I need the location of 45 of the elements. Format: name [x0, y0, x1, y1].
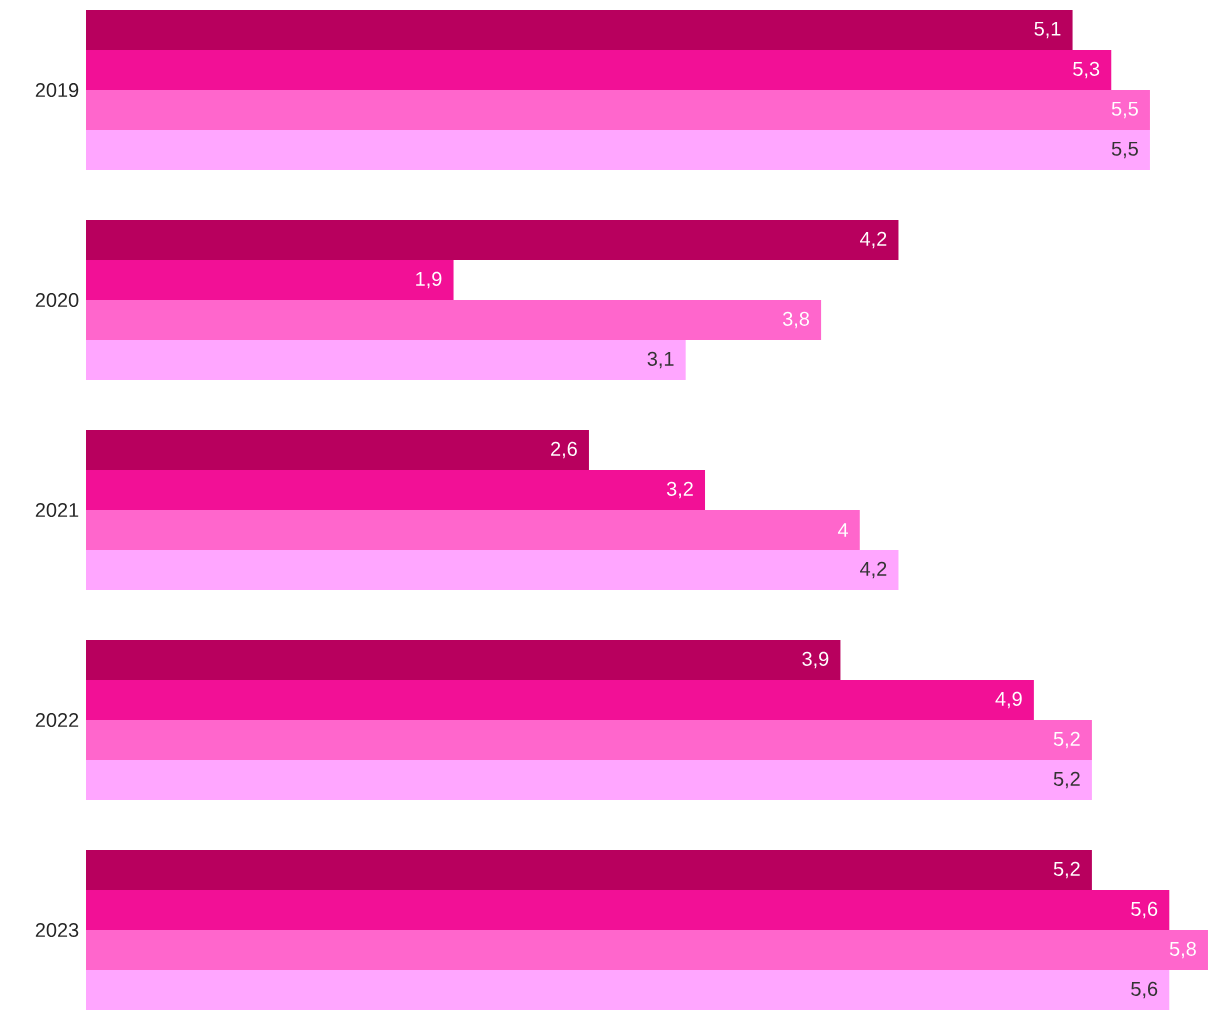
- y-tick-label: 2020: [35, 292, 79, 308]
- bar: [86, 970, 1170, 1011]
- bar: [86, 850, 1092, 891]
- bar: [86, 130, 1150, 171]
- y-tick-label: 2022: [35, 712, 79, 728]
- data-label: 3,1: [647, 351, 674, 369]
- bar: [86, 300, 822, 341]
- data-label: 5,2: [1053, 771, 1080, 789]
- y-tick-label: 2021: [35, 502, 79, 518]
- y-tick-label: 2019: [35, 82, 79, 98]
- bar: [86, 890, 1170, 931]
- data-label: 5,6: [1131, 901, 1158, 919]
- bar: [86, 510, 860, 551]
- data-label: 4,2: [860, 231, 887, 249]
- bar: [86, 50, 1112, 91]
- bar: [86, 930, 1208, 971]
- data-label: 4: [837, 523, 848, 537]
- data-label: 2,6: [551, 441, 577, 459]
- data-label: 5,8: [1169, 941, 1196, 959]
- data-label: 5,1: [1034, 21, 1061, 39]
- data-label: 3,2: [666, 481, 693, 499]
- data-label: 5,3: [1073, 61, 1100, 79]
- data-label: 5,5: [1111, 141, 1138, 159]
- data-label: 5,5: [1111, 101, 1138, 119]
- data-label: 5,6: [1131, 981, 1158, 999]
- bar: [86, 640, 841, 681]
- data-label: 5,2: [1053, 731, 1080, 749]
- bar: [86, 260, 454, 301]
- bar: [86, 470, 706, 511]
- bar: [86, 550, 899, 591]
- data-label: 5,2: [1053, 861, 1080, 879]
- data-label: 1,9: [416, 271, 442, 289]
- bar: [86, 10, 1073, 51]
- bar: [86, 720, 1092, 761]
- y-tick-label: 2023: [35, 922, 79, 938]
- data-label: 3,9: [802, 651, 829, 669]
- data-label: 4,2: [860, 561, 887, 579]
- data-label: 3,8: [782, 311, 810, 329]
- bar: [86, 220, 899, 261]
- bar: [86, 760, 1092, 801]
- bar: [86, 340, 686, 381]
- bar: [86, 90, 1150, 131]
- bar: [86, 680, 1034, 721]
- data-label: 4,9: [995, 691, 1022, 709]
- bar: [86, 430, 589, 471]
